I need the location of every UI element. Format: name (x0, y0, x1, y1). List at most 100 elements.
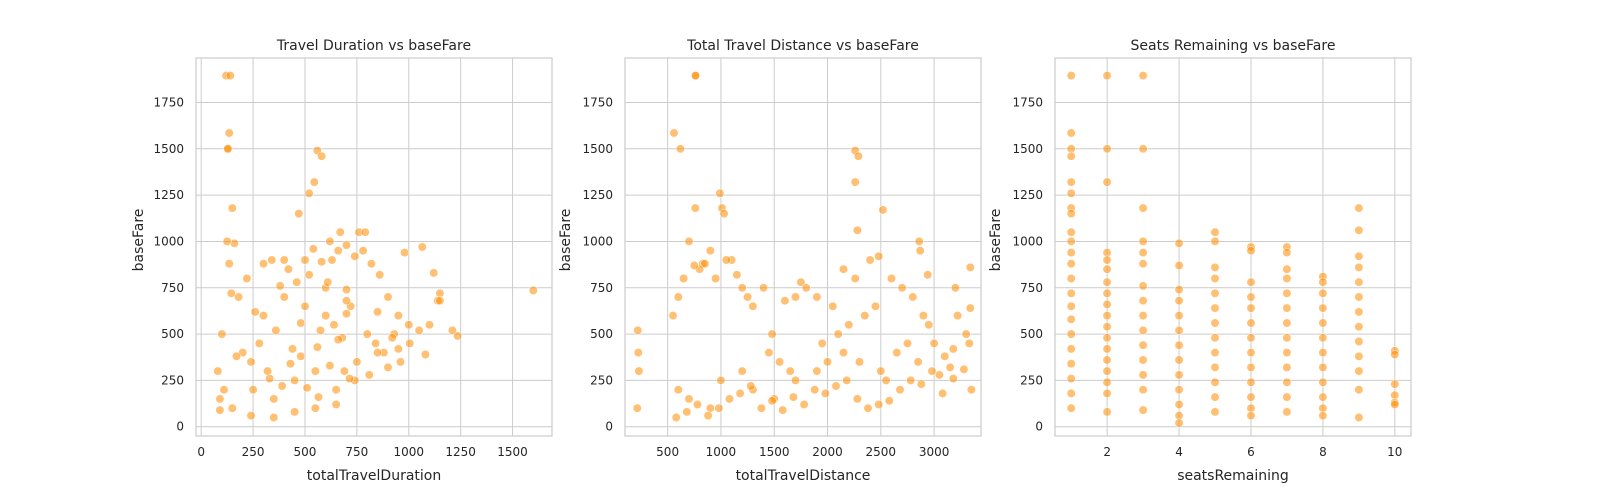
data-point (1138, 296, 1148, 306)
data-point (669, 128, 679, 138)
data-point (1174, 411, 1184, 421)
data-point (342, 296, 351, 306)
y-tick-label: 1750 (1012, 95, 1043, 109)
data-point (1318, 303, 1328, 313)
data-point (1210, 227, 1220, 237)
data-point (916, 379, 926, 389)
data-point (352, 357, 362, 367)
data-point (1066, 314, 1076, 324)
data-point (375, 270, 385, 280)
data-point (934, 370, 944, 380)
data-point (321, 311, 331, 321)
data-point (1282, 318, 1292, 328)
data-point (1210, 303, 1220, 313)
data-point (447, 325, 457, 335)
data-point (1066, 388, 1076, 398)
data-point (945, 362, 955, 372)
data-point (292, 277, 302, 287)
data-point (852, 394, 862, 404)
data-point (528, 286, 538, 295)
data-point (248, 385, 258, 395)
data-point (269, 394, 279, 404)
panel-title: Seats Remaining vs baseFare (1131, 38, 1336, 54)
data-point (903, 338, 912, 348)
data-point (1066, 288, 1076, 298)
x-axis-label: seatsRemaining (1177, 468, 1289, 484)
data-point (634, 366, 644, 376)
data-point (725, 394, 734, 404)
data-point (668, 311, 678, 321)
y-tick-label: 750 (161, 281, 184, 295)
axes-frame (195, 57, 553, 437)
data-point (1102, 377, 1112, 387)
data-point (285, 359, 295, 369)
data-point (799, 400, 809, 409)
data-point (366, 259, 376, 269)
data-point (1066, 128, 1076, 138)
data-point (673, 385, 683, 395)
data-point (705, 403, 715, 413)
data-point (310, 403, 320, 413)
data-point (309, 177, 319, 187)
data-point (892, 348, 902, 358)
data-point (1282, 288, 1292, 298)
data-point (405, 338, 415, 348)
data-point (259, 259, 268, 269)
data-point (300, 301, 310, 311)
data-point (959, 364, 969, 374)
data-point (1246, 333, 1256, 343)
x-tick-label: 1500 (497, 445, 528, 459)
data-point (279, 292, 289, 302)
data-point (227, 203, 237, 213)
data-point (865, 255, 875, 265)
data-point (1138, 281, 1148, 291)
data-point (844, 320, 854, 330)
data-point (1390, 400, 1400, 409)
data-point (801, 283, 811, 293)
data-point (229, 238, 239, 248)
data-point (1354, 307, 1364, 317)
x-tick-label: 1000 (393, 445, 424, 459)
y-tick-label: 1500 (153, 142, 184, 156)
data-point (897, 283, 907, 293)
x-tick-label: 8 (1319, 445, 1327, 459)
y-tick-label: 750 (1020, 281, 1043, 295)
data-point (876, 366, 886, 376)
data-point (817, 338, 827, 348)
data-point (884, 396, 894, 406)
data-point (1246, 246, 1256, 256)
data-point (852, 225, 862, 235)
data-point (1066, 403, 1076, 413)
data-points (213, 71, 538, 422)
data-point (1066, 359, 1076, 369)
data-point (1246, 392, 1256, 402)
x-tick-label: 10 (1387, 445, 1402, 459)
data-point (1354, 413, 1364, 422)
data-point (1102, 255, 1112, 265)
data-point (308, 244, 318, 254)
data-point (1318, 333, 1328, 343)
data-point (764, 348, 774, 358)
x-tick-label: 4 (1175, 445, 1183, 459)
data-point (1066, 344, 1076, 354)
data-point (1210, 392, 1220, 402)
data-point (691, 71, 701, 81)
data-point (263, 366, 273, 376)
data-point (250, 307, 260, 317)
data-point (259, 311, 268, 321)
data-point (296, 351, 306, 361)
data-point (290, 407, 300, 417)
data-point (275, 281, 285, 291)
data-point (703, 411, 713, 421)
data-point (1210, 407, 1220, 417)
data-point (1138, 311, 1148, 321)
data-point (853, 151, 863, 161)
data-point (393, 311, 403, 321)
grid (625, 58, 981, 436)
data-point (1174, 355, 1184, 365)
x-tick-label: 250 (242, 445, 265, 459)
y-tick-label: 1000 (1012, 234, 1043, 248)
data-point (874, 400, 884, 409)
data-point (277, 381, 287, 391)
